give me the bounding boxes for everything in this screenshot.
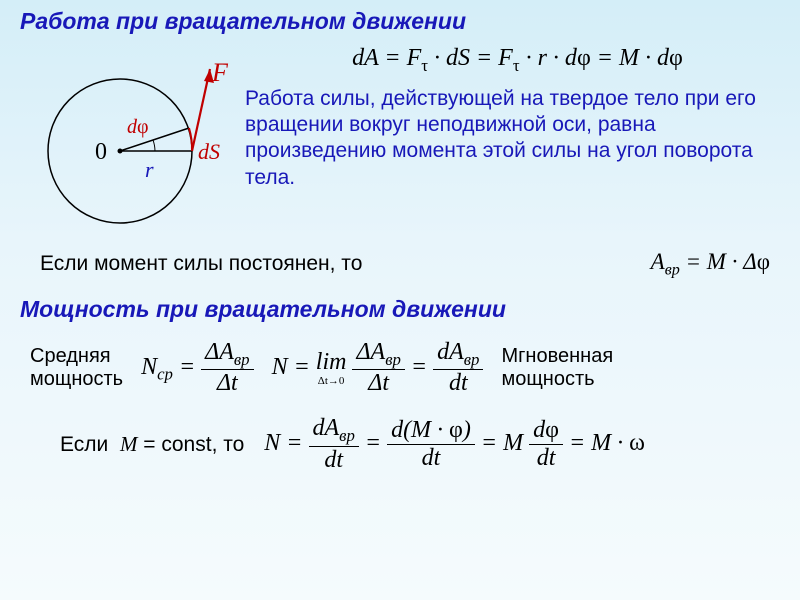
diagram-container: 0 r dφ dS F <box>15 41 235 241</box>
avg-power-formula: Nср = ΔAврΔt <box>141 339 254 398</box>
row-m-const: Если M = const, то N = dAврdt = d(M · φ)… <box>0 397 800 474</box>
row-diagram-formula: 0 r dφ dS F dA = Fτ · dS = Fτ · r · dφ =… <box>0 41 800 241</box>
inst-power-label: Мгновеннаямощность <box>501 345 613 391</box>
row-power-formulas: Средняямощность Nср = ΔAврΔt N = limΔt→0… <box>0 329 800 398</box>
m-const-text: Если M = const, то <box>60 432 244 457</box>
heading-work: Работа при вращательном движении <box>0 0 800 41</box>
row-const-moment: Если момент силы постоянен, то Aвр = M ·… <box>0 241 800 284</box>
force-label: F <box>211 58 229 87</box>
explanation-text: Работа силы, действующей на твердое тело… <box>245 86 790 191</box>
avg-power-label: Средняямощность <box>30 345 123 391</box>
m-const-formula: N = dAврdt = d(M · φ)dt = M dφdt = M · ω <box>264 415 645 474</box>
heading-power: Мощность при вращательном движении <box>0 288 800 329</box>
angle-label: dφ <box>127 116 149 138</box>
main-work-formula: dA = Fτ · dS = Fτ · r · dφ = M · dφ <box>245 45 790 76</box>
radius-label: r <box>145 157 154 182</box>
const-moment-text: Если момент силы постоянен, то <box>40 252 651 276</box>
rotation-diagram: 0 r dφ dS F <box>15 41 235 241</box>
work-const-formula: Aвр = M · Δφ <box>651 249 770 280</box>
formula-explanation-col: dA = Fτ · dS = Fτ · r · dφ = M · dφ Рабо… <box>235 41 790 241</box>
center-label: 0 <box>95 139 107 165</box>
arc-label: dS <box>198 139 220 164</box>
inst-power-formula: N = limΔt→0 ΔAврΔt = dAврdt <box>272 339 484 398</box>
